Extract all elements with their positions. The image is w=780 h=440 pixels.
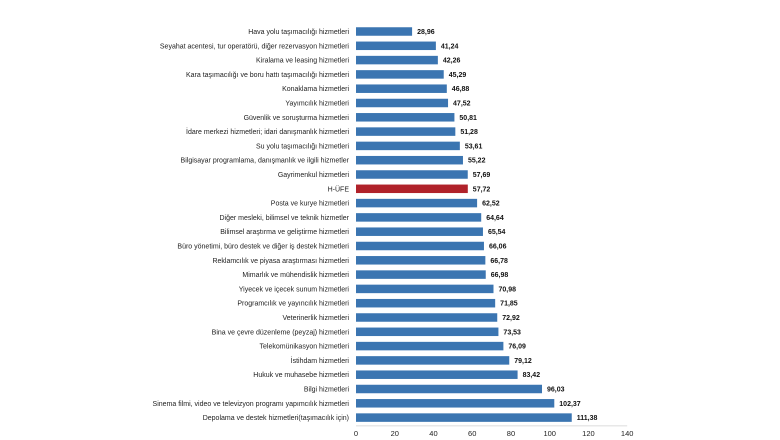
bar	[356, 284, 494, 294]
category-label: Yayımcılık hizmetleri	[285, 101, 349, 108]
bar	[356, 155, 463, 165]
value-label: 42,26	[443, 58, 461, 65]
bar	[356, 84, 447, 93]
value-label: 66,78	[490, 258, 508, 265]
bar	[356, 98, 449, 108]
value-label: 45,29	[449, 72, 467, 79]
category-label: Bina ve çevre düzenleme (peyzaj) hizmetl…	[212, 329, 350, 336]
value-label: 53,61	[465, 143, 483, 150]
category-label: Büro yönetimi, büro destek ve diğer iş d…	[177, 244, 349, 251]
x-tick-label: 60	[468, 429, 476, 438]
bar	[356, 370, 518, 379]
bar	[356, 127, 456, 136]
category-label: Su yolu taşımacılığı hizmetleri	[256, 143, 349, 150]
value-label: 51,28	[460, 129, 478, 136]
bar	[356, 213, 482, 222]
x-tick-label: 40	[429, 429, 437, 438]
value-label: 50,81	[459, 115, 477, 122]
bar	[356, 356, 510, 365]
category-label: Konaklama hizmetleri	[282, 86, 349, 93]
value-label: 83,42	[523, 372, 541, 379]
bar	[356, 70, 444, 79]
bar-highlight	[356, 184, 468, 194]
category-label: Gayrimenkul hizmetleri	[278, 172, 350, 179]
x-tick-label: 20	[391, 429, 399, 438]
category-label: Bilgi hizmetleri	[304, 387, 350, 394]
category-label: Diğer mesleki, bilimsel ve teknik hizmet…	[219, 215, 349, 222]
category-label: Yiyecek ve içecek sunum hizmetleri	[239, 286, 350, 293]
bar	[356, 198, 478, 208]
category-label: Bilgisayar programlama, danışmanlık ve i…	[181, 158, 350, 165]
category-label: Sinema filmi, video ve televizyon progra…	[153, 401, 350, 408]
value-label: 79,12	[514, 358, 532, 365]
value-label: 73,53	[503, 329, 521, 336]
value-labels: 28,96 41,24 42,26 45,29 46,88 47,52 50,81 51,28…	[417, 29, 597, 422]
bar	[356, 270, 486, 279]
category-label: İstihdam hizmetleri	[291, 356, 350, 365]
category-label: Posta ve kurye hizmetleri	[271, 201, 350, 208]
value-label: 71,85	[500, 301, 518, 308]
category-labels: Hava yolu taşımacılığı hizmetleri Seyahat…	[153, 29, 350, 422]
value-label: 76,09	[508, 344, 526, 351]
value-label: 72,92	[502, 315, 520, 322]
category-label: Bilimsel araştırma ve geliştirme hizmetl…	[220, 229, 349, 236]
category-label: Veterinerlik hizmetleri	[282, 315, 349, 322]
category-label: İdare merkezi hizmetleri; idari danışman…	[186, 127, 349, 136]
x-tick-label: 140	[621, 429, 634, 438]
bar	[356, 27, 413, 36]
value-label: 55,22	[468, 158, 486, 165]
bar	[356, 227, 483, 236]
value-label: 47,52	[453, 101, 471, 108]
value-label: 102,37	[559, 401, 581, 408]
x-tick-label: 80	[507, 429, 515, 438]
value-label: 46,88	[452, 86, 470, 93]
x-axis: 0 20 40 60 80 100 120 140	[354, 425, 634, 438]
bar	[356, 384, 543, 394]
bar	[356, 141, 460, 151]
bar	[356, 399, 555, 408]
bar	[356, 298, 496, 308]
bar	[356, 327, 499, 337]
bar	[356, 113, 455, 122]
bar	[356, 41, 436, 51]
category-label: Kiralama ve leasing hizmetleri	[256, 58, 349, 65]
category-label: Depolama ve destek hizmetleri(taşımacılı…	[203, 415, 349, 422]
value-label: 70,98	[498, 286, 516, 293]
x-tick-label: 100	[543, 429, 556, 438]
bar	[356, 241, 484, 251]
value-label: 62,52	[482, 201, 500, 208]
value-label: 66,98	[491, 272, 509, 279]
category-label: Güvenlik ve soruşturma hizmetleri	[244, 115, 350, 122]
value-label: 57,72	[473, 186, 491, 193]
category-label: H-ÜFE	[328, 185, 350, 193]
bar	[356, 256, 486, 265]
value-label: 41,24	[441, 43, 459, 50]
value-label: 65,54	[488, 229, 506, 236]
value-label: 28,96	[417, 29, 435, 36]
value-label: 64,64	[486, 215, 504, 222]
category-label: Programcılık ve yayıncılık hizmetleri	[237, 301, 349, 308]
bar	[356, 313, 498, 322]
value-label: 111,38	[577, 415, 598, 422]
value-label: 96,03	[547, 387, 565, 394]
category-label: Mimarlık ve mühendislik hizmetleri	[242, 272, 349, 279]
category-label: Seyahat acentesi, tur operatörü, diğer r…	[160, 43, 350, 50]
category-label: Hava yolu taşımacılığı hizmetleri	[248, 29, 349, 36]
x-tick-label: 0	[354, 429, 358, 438]
bar	[356, 170, 468, 179]
value-label: 66,06	[489, 244, 507, 251]
x-tick-label: 120	[582, 429, 595, 438]
category-label: Kara taşımacılığı ve boru hattı taşımacı…	[186, 72, 349, 79]
bars	[356, 27, 572, 422]
category-label: Telekomünikasyon hizmetleri	[260, 344, 350, 351]
category-label: Hukuk ve muhasebe hizmetleri	[253, 372, 349, 379]
category-label: Reklamcılık ve piyasa araştırması hizmet…	[212, 258, 349, 265]
bar	[356, 55, 438, 65]
bar	[356, 341, 504, 351]
bar	[356, 413, 572, 422]
value-label: 57,69	[473, 172, 491, 179]
